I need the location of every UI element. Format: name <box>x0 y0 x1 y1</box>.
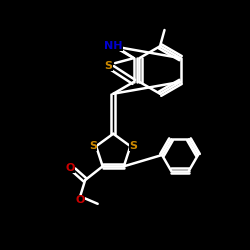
Text: S: S <box>104 61 112 71</box>
Text: O: O <box>66 162 75 172</box>
Text: NH: NH <box>104 41 122 51</box>
Text: S: S <box>129 141 137 151</box>
Text: S: S <box>89 141 97 151</box>
Text: O: O <box>76 195 85 205</box>
